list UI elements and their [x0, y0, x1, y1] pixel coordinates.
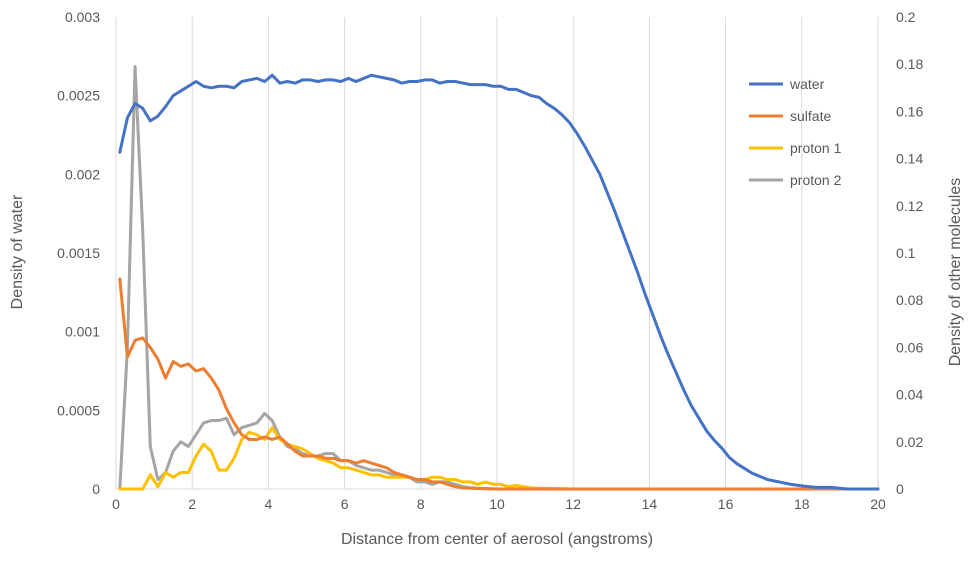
y-axis-right-title: Density of other molecules [947, 178, 964, 367]
x-tick-label: 6 [341, 496, 349, 512]
series-line-sulfate [118, 277, 880, 491]
x-tick-label: 14 [642, 496, 658, 512]
y-axis-left-title: Density of water [9, 194, 26, 309]
y-right-tick-label: 0.06 [896, 339, 923, 355]
series-line-proton-1 [118, 426, 880, 491]
y-right-tick-label: 0.1 [896, 245, 916, 261]
y-right-tick-label: 0.08 [896, 292, 923, 308]
y-left-tick-label: 0.0025 [57, 88, 100, 104]
x-tick-label: 18 [794, 496, 810, 512]
y-right-tick-label: 0 [896, 481, 904, 497]
x-tick-label: 16 [718, 496, 734, 512]
legend-label-proton-1: proton 1 [790, 140, 842, 156]
y-left-tick-label: 0.003 [65, 9, 100, 25]
gridlines [115, 17, 879, 490]
y-left-tick-label: 0.0005 [57, 402, 100, 418]
y-right-tick-label: 0.16 [896, 103, 923, 119]
legend-label-proton-2: proton 2 [790, 172, 842, 188]
y-right-tick-label: 0.2 [896, 9, 916, 25]
y-right-tick-label: 0.02 [896, 434, 923, 450]
x-tick-label: 4 [265, 496, 273, 512]
x-tick-label: 0 [112, 496, 120, 512]
x-tick-label: 8 [417, 496, 425, 512]
series-line-water [118, 73, 880, 491]
legend-label-sulfate: sulfate [790, 108, 831, 124]
x-tick-label: 12 [565, 496, 581, 512]
y-left-tick-label: 0.002 [65, 166, 100, 182]
x-tick-label: 20 [870, 496, 886, 512]
y-left-tick-label: 0.0015 [57, 245, 100, 261]
y-right-tick-label: 0.04 [896, 387, 923, 403]
x-tick-label: 2 [188, 496, 196, 512]
y-right-tick-label: 0.12 [896, 198, 923, 214]
tick-labels: 0 2 4 6 8 10 12 14 16 18 20 0 0.0005 0.001 0.0015 0.002… [57, 9, 923, 512]
y-left-tick-label: 0.001 [65, 324, 100, 340]
x-tick-label: 10 [489, 496, 505, 512]
series-layer [118, 65, 880, 491]
legend: water sulfate proton 1 proton 2 [749, 76, 842, 188]
y-right-tick-label: 0.18 [896, 56, 923, 72]
legend-label-water: water [789, 76, 825, 92]
y-right-tick-label: 0.14 [896, 151, 923, 167]
y-left-tick-label: 0 [92, 481, 100, 497]
x-axis-title: Distance from center of aerosol (angstro… [341, 531, 653, 548]
